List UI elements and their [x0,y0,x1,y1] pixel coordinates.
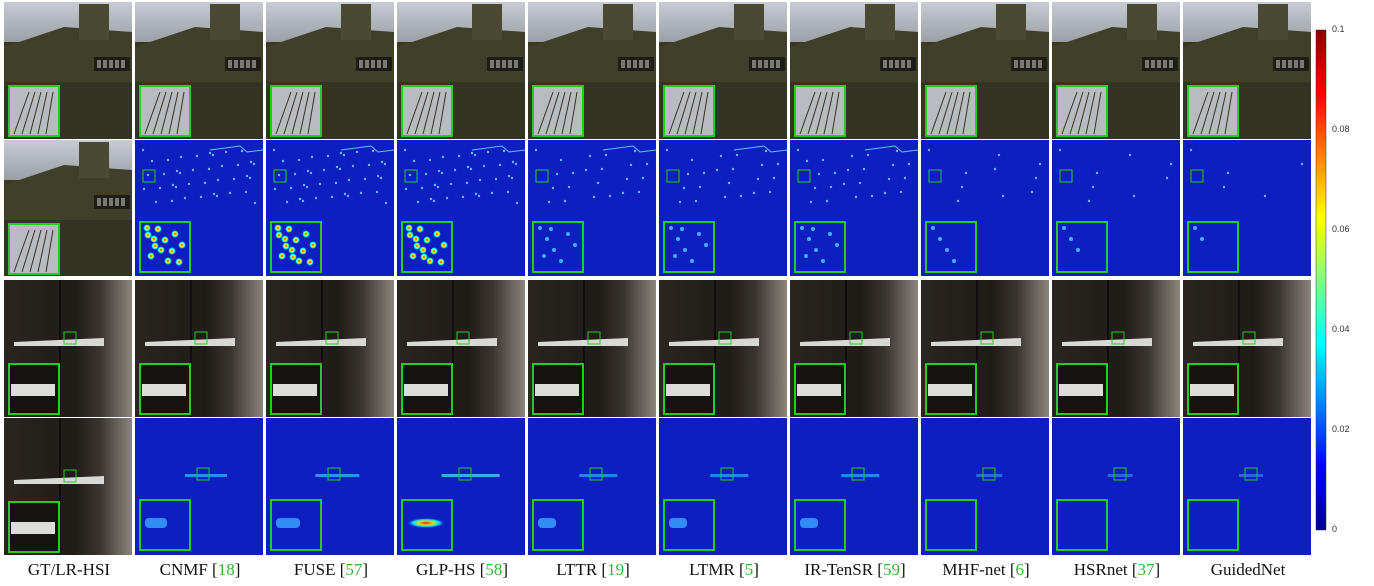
method-name: FUSE [293,560,336,579]
panel-scene2-result [4,280,132,417]
method-name: LTTR [556,560,598,579]
panel-scene2-result [921,280,1049,417]
panel-scene2-error [1052,418,1180,555]
panel-scene1-error [397,140,526,277]
panel-scene1-error [135,140,264,277]
colorbar-tick: 0 [1332,524,1338,534]
method-ref[interactable]: 19 [607,560,625,579]
colorbar-tick: 0.02 [1332,424,1350,434]
method-name: GuidedNet [1210,560,1286,579]
panel-scene1-result [659,2,787,139]
method-caption: LTTR [19] [556,560,630,579]
method-caption: GLP-HS [58] [415,560,509,579]
panel-scene1-result [1183,2,1311,139]
method-caption: HSRnet [37] [1073,560,1161,579]
method-caption: MHF-net [6] [942,560,1030,579]
panel-scene2-error [790,418,918,555]
panel-scene2-error [4,418,132,555]
panel-scene2-result [790,280,918,417]
colorbar-tick: 0.1 [1332,24,1345,34]
panel-scene1-result [135,2,263,139]
panel-scene1-result [397,2,525,139]
panel-scene2-result [1052,280,1180,417]
panel-scene1-error [921,140,1049,277]
method-ref[interactable]: 58 [485,560,503,579]
panel-scene2-error [528,418,656,555]
panel-scene2-result [266,280,394,417]
method-name: CNMF [159,560,208,579]
panel-scene1-result [266,2,394,139]
panel-scene2-result [397,280,525,417]
panel-scene1-error [4,140,132,277]
method-ref[interactable]: 37 [1137,560,1155,579]
method-name: HSRnet [1073,560,1128,579]
panel-scene1-error [1183,140,1311,277]
panel-scene1-result [1052,2,1180,139]
method-caption: GT/LR-HSI [28,560,110,580]
colorbar-tick: 0.08 [1332,124,1350,134]
panel-scene1-result [921,2,1049,139]
method-name: GT/LR-HSI [27,560,111,579]
method-caption: IR-TenSR [59] [804,560,906,579]
panel-scene2-error [397,418,525,555]
method-caption: CNMF [18] [159,560,241,579]
panel-scene1-error [528,140,657,277]
panel-scene2-error [135,418,263,555]
method-name: LTMR [689,560,735,579]
panel-scene1-result [790,2,918,139]
method-ref[interactable]: 59 [882,560,900,579]
method-name: MHF-net [942,560,1006,579]
method-ref[interactable]: 6 [1015,560,1025,579]
scene-separator [0,276,1312,280]
method-name: GLP-HS [415,560,476,579]
method-ref[interactable]: 18 [217,560,235,579]
colorbar [1315,29,1327,531]
method-ref[interactable]: 57 [345,560,363,579]
panel-scene1-error [1052,140,1180,277]
panel-scene2-error [659,418,787,555]
method-ref[interactable]: 5 [744,560,754,579]
panel-scene1-error [659,140,788,277]
panel-scene2-result [659,280,787,417]
panel-scene2-error [266,418,394,555]
panel-scene1-error [266,140,395,277]
panel-scene1-result [4,2,132,139]
panel-scene2-result [1183,280,1311,417]
colorbar-tick: 0.04 [1332,324,1350,334]
method-caption: FUSE [57] [293,560,369,579]
panel-scene2-result [135,280,263,417]
panel-scene1-error [790,140,919,277]
colorbar-tick: 0.06 [1332,224,1350,234]
panel-scene2-error [1183,418,1311,555]
panel-scene2-error [921,418,1049,555]
method-name: IR-TenSR [804,560,874,579]
panel-scene1-result [528,2,656,139]
method-caption: LTMR [5] [689,560,759,579]
panel-scene2-result [528,280,656,417]
method-caption: GuidedNet [1211,560,1286,580]
